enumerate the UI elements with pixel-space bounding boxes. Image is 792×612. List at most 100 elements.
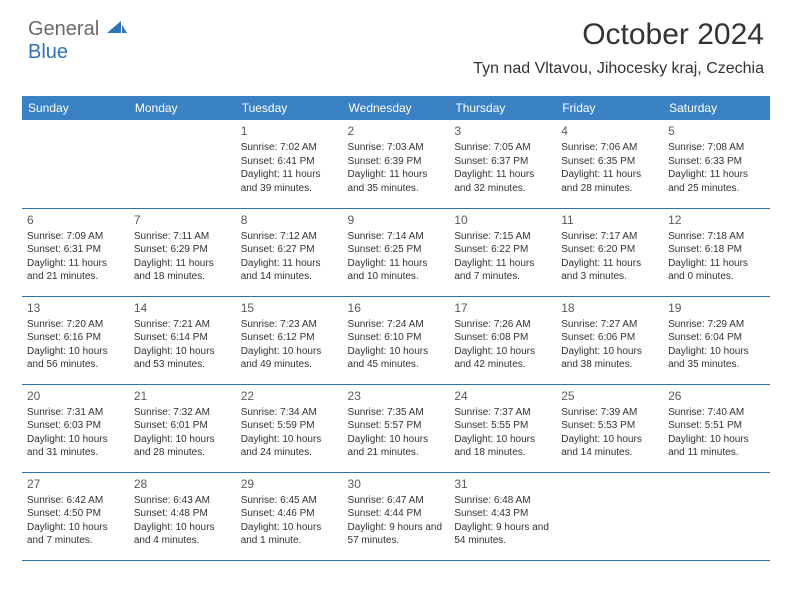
calendar-day-cell: 11 Sunrise: 7:17 AMSunset: 6:20 PMDayligh… xyxy=(556,208,663,296)
day-info: Sunrise: 7:32 AMSunset: 6:01 PMDaylight:… xyxy=(134,406,231,460)
day-info: Sunrise: 7:14 AMSunset: 6:25 PMDaylight:… xyxy=(348,230,445,284)
day-info: Sunrise: 7:12 AMSunset: 6:27 PMDaylight:… xyxy=(241,230,338,284)
day-info: Sunrise: 7:26 AMSunset: 6:08 PMDaylight:… xyxy=(454,318,551,372)
day-number: 17 xyxy=(454,301,551,315)
day-number: 23 xyxy=(348,389,445,403)
calendar-day-cell: 4 Sunrise: 7:06 AMSunset: 6:35 PMDaylight… xyxy=(556,120,663,208)
calendar-day-cell: 1 Sunrise: 7:02 AMSunset: 6:41 PMDaylight… xyxy=(236,120,343,208)
location-text: Tyn nad Vltavou, Jihocesky kraj, Czechia xyxy=(473,60,764,78)
day-number: 12 xyxy=(668,213,765,227)
calendar-day-cell: 27Sunrise: 6:42 AMSunset: 4:50 PMDayligh… xyxy=(22,472,129,560)
day-info: Sunrise: 7:40 AMSunset: 5:51 PMDaylight:… xyxy=(668,406,765,460)
calendar-day-cell: 13 Sunrise: 7:20 AMSunset: 6:16 PMDayligh… xyxy=(22,296,129,384)
calendar-day-cell: 8Sunrise: 7:12 AMSunset: 6:27 PMDaylight… xyxy=(236,208,343,296)
day-info: Sunrise: 7:05 AMSunset: 6:37 PMDaylight:… xyxy=(454,141,551,195)
day-info: Sunrise: 7:15 AMSunset: 6:22 PMDaylight:… xyxy=(454,230,551,284)
weekday-header: Wednesday xyxy=(343,96,450,120)
day-info: Sunrise: 7:06 AMSunset: 6:35 PMDaylight:… xyxy=(561,141,658,195)
weekday-header: Sunday xyxy=(22,96,129,120)
day-number: 1 xyxy=(241,124,338,138)
day-info: Sunrise: 7:23 AMSunset: 6:12 PMDaylight:… xyxy=(241,318,338,372)
day-info: Sunrise: 7:03 AMSunset: 6:39 PMDaylight:… xyxy=(348,141,445,195)
day-info: Sunrise: 6:47 AMSunset: 4:44 PMDaylight:… xyxy=(348,494,445,548)
calendar-day-cell: 23 Sunrise: 7:35 AMSunset: 5:57 PMDayligh… xyxy=(343,384,450,472)
day-number: 9 xyxy=(348,213,445,227)
day-number: 14 xyxy=(134,301,231,315)
calendar-day-cell: 2 Sunrise: 7:03 AMSunset: 6:39 PMDaylight… xyxy=(343,120,450,208)
calendar-day-cell: 3 Sunrise: 7:05 AMSunset: 6:37 PMDaylight… xyxy=(449,120,556,208)
calendar-day-cell: 16 Sunrise: 7:24 AMSunset: 6:10 PMDayligh… xyxy=(343,296,450,384)
calendar-day-cell: 22 Sunrise: 7:34 AMSunset: 5:59 PMDayligh… xyxy=(236,384,343,472)
day-number: 4 xyxy=(561,124,658,138)
page-header: General Blue October 2024 Tyn nad Vltavo… xyxy=(0,0,792,86)
calendar-week-row: 13 Sunrise: 7:20 AMSunset: 6:16 PMDayligh… xyxy=(22,296,770,384)
day-info: Sunrise: 7:17 AMSunset: 6:20 PMDaylight:… xyxy=(561,230,658,284)
day-info: Sunrise: 7:39 AMSunset: 5:53 PMDaylight:… xyxy=(561,406,658,460)
calendar-day-cell: 31Sunrise: 6:48 AMSunset: 4:43 PMDayligh… xyxy=(449,472,556,560)
calendar-day-cell: 6 Sunrise: 7:09 AMSunset: 6:31 PMDaylight… xyxy=(22,208,129,296)
calendar-day-cell: 9 Sunrise: 7:14 AMSunset: 6:25 PMDaylight… xyxy=(343,208,450,296)
day-number: 10 xyxy=(454,213,551,227)
day-number: 30 xyxy=(348,477,445,491)
calendar-day-cell: 5Sunrise: 7:08 AMSunset: 6:33 PMDaylight… xyxy=(663,120,770,208)
day-info: Sunrise: 7:29 AMSunset: 6:04 PMDaylight:… xyxy=(668,318,765,372)
day-number: 18 xyxy=(561,301,658,315)
calendar-body: 1 Sunrise: 7:02 AMSunset: 6:41 PMDaylight… xyxy=(22,120,770,560)
calendar-empty-cell xyxy=(556,472,663,560)
day-info: Sunrise: 7:18 AMSunset: 6:18 PMDaylight:… xyxy=(668,230,765,284)
day-number: 29 xyxy=(241,477,338,491)
day-info: Sunrise: 7:11 AMSunset: 6:29 PMDaylight:… xyxy=(134,230,231,284)
day-number: 25 xyxy=(561,389,658,403)
day-number: 15 xyxy=(241,301,338,315)
day-info: Sunrise: 7:37 AMSunset: 5:55 PMDaylight:… xyxy=(454,406,551,460)
calendar-day-cell: 25 Sunrise: 7:39 AMSunset: 5:53 PMDayligh… xyxy=(556,384,663,472)
day-number: 2 xyxy=(348,124,445,138)
calendar-day-cell: 19 Sunrise: 7:29 AMSunset: 6:04 PMDayligh… xyxy=(663,296,770,384)
calendar-week-row: 20Sunrise: 7:31 AMSunset: 6:03 PMDayligh… xyxy=(22,384,770,472)
day-number: 13 xyxy=(27,301,124,315)
weekday-header: Tuesday xyxy=(236,96,343,120)
weekday-header: Saturday xyxy=(663,96,770,120)
day-number: 22 xyxy=(241,389,338,403)
weekday-header: Monday xyxy=(129,96,236,120)
day-number: 26 xyxy=(668,389,765,403)
calendar-day-cell: 24Sunrise: 7:37 AMSunset: 5:55 PMDayligh… xyxy=(449,384,556,472)
brand-text-general: General xyxy=(28,18,99,40)
day-info: Sunrise: 7:27 AMSunset: 6:06 PMDaylight:… xyxy=(561,318,658,372)
day-number: 6 xyxy=(27,213,124,227)
calendar-table: SundayMondayTuesdayWednesdayThursdayFrid… xyxy=(22,96,770,561)
calendar-day-cell: 18 Sunrise: 7:27 AMSunset: 6:06 PMDayligh… xyxy=(556,296,663,384)
day-info: Sunrise: 6:43 AMSunset: 4:48 PMDaylight:… xyxy=(134,494,231,548)
day-info: Sunrise: 7:24 AMSunset: 6:10 PMDaylight:… xyxy=(348,318,445,372)
day-number: 27 xyxy=(27,477,124,491)
brand-sail-icon xyxy=(107,21,127,35)
day-info: Sunrise: 7:20 AMSunset: 6:16 PMDaylight:… xyxy=(27,318,124,372)
weekday-header: Thursday xyxy=(449,96,556,120)
calendar-day-cell: 26 Sunrise: 7:40 AMSunset: 5:51 PMDayligh… xyxy=(663,384,770,472)
day-number: 5 xyxy=(668,124,765,138)
calendar-day-cell: 12 Sunrise: 7:18 AMSunset: 6:18 PMDayligh… xyxy=(663,208,770,296)
day-number: 11 xyxy=(561,213,658,227)
calendar-empty-cell xyxy=(129,120,236,208)
calendar-day-cell: 30 Sunrise: 6:47 AMSunset: 4:44 PMDayligh… xyxy=(343,472,450,560)
day-number: 31 xyxy=(454,477,551,491)
calendar-day-cell: 29Sunrise: 6:45 AMSunset: 4:46 PMDayligh… xyxy=(236,472,343,560)
calendar-header-row: SundayMondayTuesdayWednesdayThursdayFrid… xyxy=(22,96,770,120)
day-number: 3 xyxy=(454,124,551,138)
day-number: 19 xyxy=(668,301,765,315)
calendar-empty-cell xyxy=(663,472,770,560)
day-info: Sunrise: 7:09 AMSunset: 6:31 PMDaylight:… xyxy=(27,230,124,284)
day-number: 20 xyxy=(27,389,124,403)
calendar-day-cell: 17 Sunrise: 7:26 AMSunset: 6:08 PMDayligh… xyxy=(449,296,556,384)
calendar-empty-cell xyxy=(22,120,129,208)
day-info: Sunrise: 7:02 AMSunset: 6:41 PMDaylight:… xyxy=(241,141,338,195)
day-number: 7 xyxy=(134,213,231,227)
day-info: Sunrise: 7:34 AMSunset: 5:59 PMDaylight:… xyxy=(241,406,338,460)
title-block: October 2024 Tyn nad Vltavou, Jihocesky … xyxy=(473,18,764,78)
day-number: 16 xyxy=(348,301,445,315)
day-number: 21 xyxy=(134,389,231,403)
month-title: October 2024 xyxy=(473,18,764,52)
brand-text-blue: Blue xyxy=(28,41,68,63)
day-info: Sunrise: 7:35 AMSunset: 5:57 PMDaylight:… xyxy=(348,406,445,460)
calendar-day-cell: 14Sunrise: 7:21 AMSunset: 6:14 PMDayligh… xyxy=(129,296,236,384)
